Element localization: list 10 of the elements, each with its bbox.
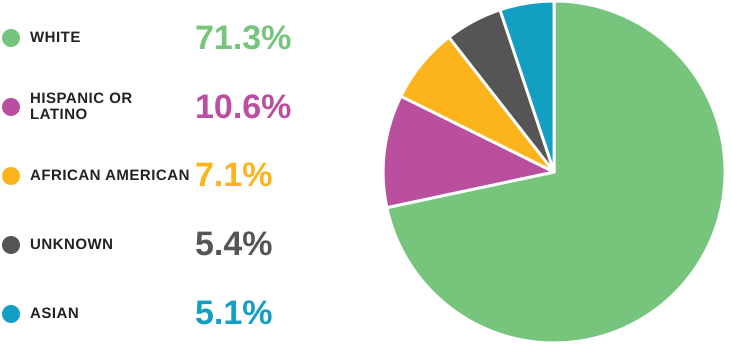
data-label: 5.1%: [195, 294, 272, 334]
data-label: 7.1%: [195, 156, 272, 196]
legend-label: HISPANIC OR LATINO: [30, 90, 134, 124]
data-label: 10.6%: [195, 88, 292, 127]
legend-label: UNKNOWN: [30, 236, 114, 253]
legend-label: AFRICAN AMERICAN: [30, 166, 191, 184]
data-label: 5.4%: [195, 225, 272, 264]
legend-label: ASIAN: [30, 304, 80, 322]
legend-label: WHITE: [30, 29, 82, 46]
data-label: 71.3%: [195, 18, 292, 58]
